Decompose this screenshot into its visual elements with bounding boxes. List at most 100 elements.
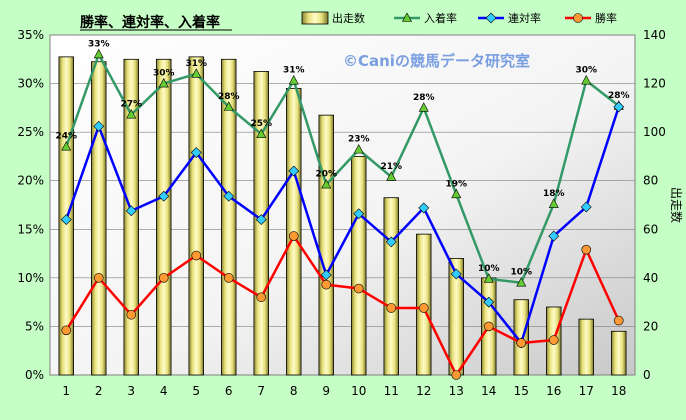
bar-starts [611,330,627,376]
y-right-tick-label: 60 [643,222,658,236]
marker-top2-rate [613,101,625,113]
data-label: 23% [348,135,370,145]
marker-place-rate [93,48,104,59]
data-label: 30% [575,66,597,76]
marker-place-rate [402,12,412,22]
marker-place-rate [288,75,299,85]
y-left-tick-label: 15% [17,222,44,236]
y-right-tick-label: 0 [643,368,651,382]
marker-top2-rate [385,236,397,248]
marker-top2-rate [158,190,170,202]
marker-top2-rate [255,214,267,225]
bar-starts [578,318,594,376]
data-label: 33% [88,39,110,49]
y-right-tick-label: 100 [643,125,666,139]
legend: 出走数 入着率 連対率 勝率 [301,11,617,25]
data-label: 21% [380,162,402,172]
marker-win-rate [158,273,169,283]
data-label: 20% [315,170,337,180]
marker-top2-rate [483,296,495,308]
data-label: 28% [608,91,630,101]
line-place-rate [65,53,620,284]
marker-top2-rate [548,230,560,242]
marker-top2-rate [288,165,300,177]
marker-win-rate [386,303,397,313]
y-left-tick-label: 25% [17,125,44,139]
marker-win-rate [548,335,559,345]
marker-place-rate [451,188,462,199]
marker-win-rate [93,273,104,283]
x-tick-label: 12 [416,384,431,398]
bar-starts [351,156,367,376]
y-right-tick-label: 40 [643,271,658,285]
y-left-tick-label: 5% [25,319,44,333]
marker-win-rate [451,370,462,380]
marker-top2-rate [190,147,202,158]
data-label: 19% [445,179,467,189]
marker-win-rate [288,231,299,241]
axis-layer: 0% 5% 10% 15% 20% 25% 30% 35% 0 20 40 60 80 100 120 140… [17,28,666,398]
y-right-tick-label: 120 [643,77,666,91]
marker-win-rate [61,325,72,336]
marker-place-rate [223,101,234,111]
marker-top2-rate [450,268,462,280]
x-tick-label: 4 [160,384,168,398]
marker-layer [60,48,625,380]
marker-place-rate [191,68,202,78]
y-right-tick-label: 80 [643,174,658,188]
marker-place-rate [386,171,397,181]
x-tick-label: 15 [514,384,529,398]
x-tick-label: 1 [62,384,70,398]
bar-starts [156,58,172,376]
data-label: 27% [120,100,142,110]
marker-win-rate [581,244,592,255]
data-label: 28% [218,92,240,102]
y-left-tick-label: 20% [17,174,44,188]
bar-starts [383,197,399,376]
x-tick-label: 11 [384,384,399,398]
x-tick-label: 8 [290,384,298,398]
marker-top2-rate [580,201,592,213]
marker-place-rate [126,109,137,119]
data-label: 24% [55,132,77,142]
marker-place-rate [418,102,429,112]
data-label: 18% [543,189,565,199]
legend-label-starts: 出走数 [332,11,365,25]
bar-starts [221,58,237,376]
bar-starts [123,58,139,376]
marker-place-rate [516,277,527,287]
grid-layer [50,83,635,327]
marker-top2-rate [485,12,497,24]
marker-place-rate [581,75,592,85]
data-label: 10% [510,268,532,278]
x-tick-label: 7 [257,384,265,398]
y-left-tick-label: 30% [17,77,44,91]
y-right-tick-label: 140 [643,28,666,42]
x-tick-label: 9 [322,384,330,398]
marker-top2-rate [93,120,105,132]
marker-top2-rate [125,205,137,217]
marker-top2-rate [353,208,365,220]
y-left-tick-label: 35% [17,28,44,42]
marker-win-rate [223,273,234,283]
marker-win-rate [126,309,137,320]
bar-starts [91,61,107,376]
marker-win-rate [613,315,624,326]
data-label: 30% [153,69,175,79]
data-label: 25% [250,119,272,129]
marker-place-rate [158,77,169,88]
marker-win-rate [418,303,429,313]
legend-label-top2-rate: 連対率 [508,11,541,25]
marker-top2-rate [60,214,72,225]
data-label: 31% [185,59,207,69]
right-axis-label: 出走数 [669,187,684,223]
marker-place-rate [256,128,267,138]
bar-starts [513,299,529,376]
data-label: 31% [283,66,305,76]
x-tick-label: 10 [351,384,366,398]
x-tick-label: 6 [225,384,233,398]
x-tick-label: 13 [449,384,464,398]
plot-area [49,34,636,376]
